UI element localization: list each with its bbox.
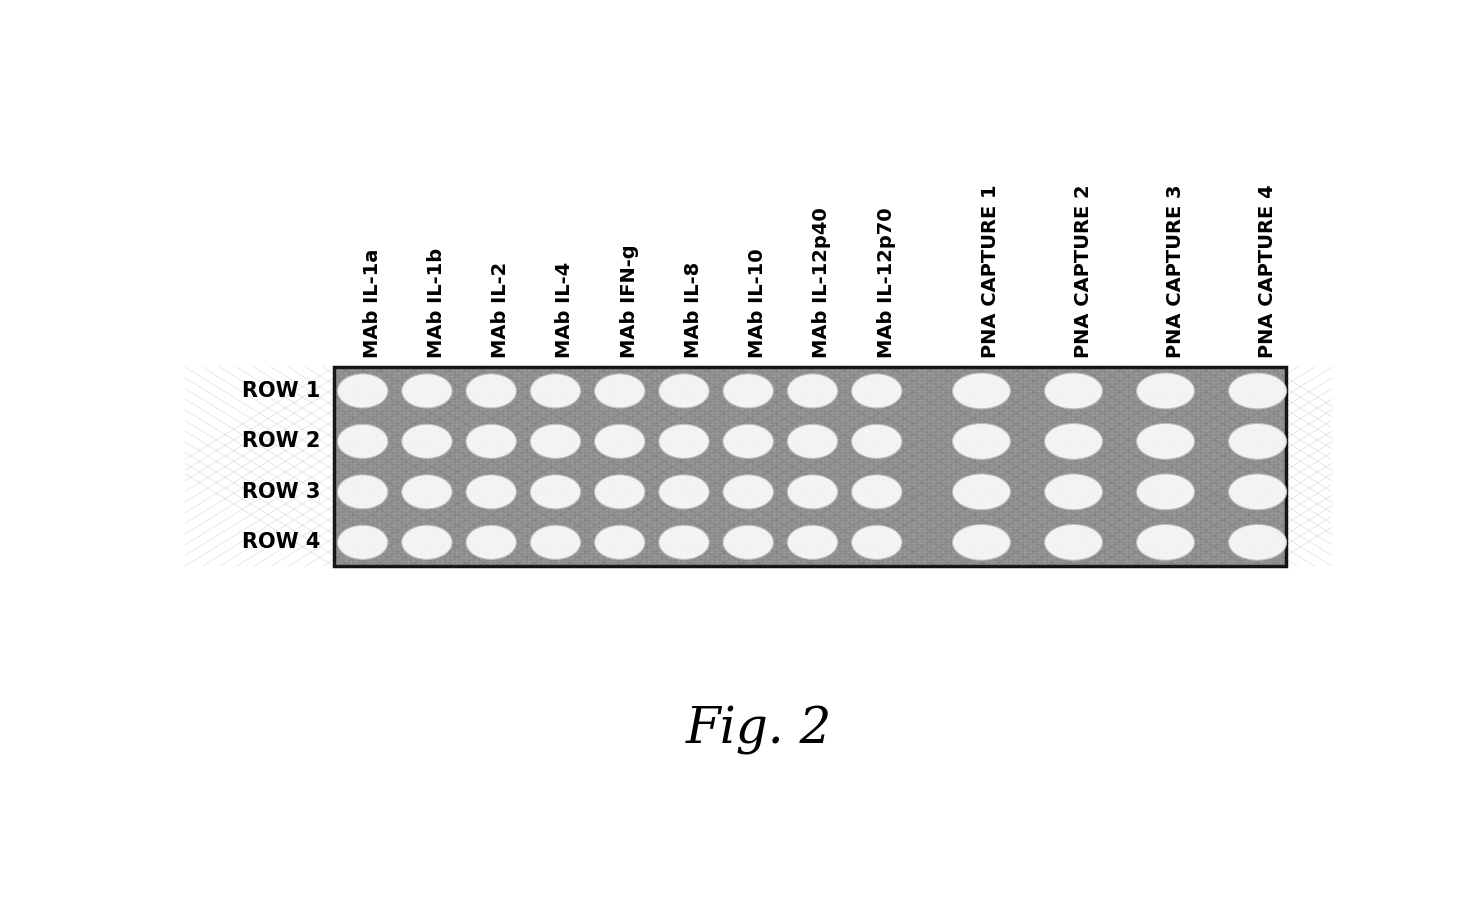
Ellipse shape (595, 374, 645, 408)
Ellipse shape (659, 475, 709, 509)
Ellipse shape (659, 525, 709, 559)
Ellipse shape (401, 374, 453, 408)
Ellipse shape (595, 424, 645, 458)
Ellipse shape (1045, 474, 1103, 510)
Ellipse shape (787, 374, 838, 408)
Ellipse shape (1228, 423, 1286, 459)
Ellipse shape (1045, 525, 1103, 560)
Ellipse shape (1137, 423, 1194, 459)
Ellipse shape (953, 373, 1011, 408)
Text: MAb IL-1b: MAb IL-1b (426, 249, 445, 359)
Ellipse shape (851, 424, 901, 458)
Ellipse shape (787, 475, 838, 509)
Text: Fig. 2: Fig. 2 (685, 705, 832, 755)
Ellipse shape (530, 374, 580, 408)
Ellipse shape (530, 475, 580, 509)
Text: ROW 2: ROW 2 (241, 432, 320, 452)
Ellipse shape (337, 475, 388, 509)
Text: MAb IL-1a: MAb IL-1a (363, 249, 382, 359)
Ellipse shape (401, 525, 453, 559)
Ellipse shape (851, 525, 901, 559)
Ellipse shape (530, 424, 580, 458)
Ellipse shape (953, 525, 1011, 560)
Ellipse shape (659, 424, 709, 458)
Text: PNA CAPTURE 4: PNA CAPTURE 4 (1258, 185, 1277, 359)
Bar (334, 367, 1286, 566)
Ellipse shape (724, 475, 774, 509)
Ellipse shape (466, 475, 517, 509)
Ellipse shape (337, 374, 388, 408)
Ellipse shape (1137, 373, 1194, 408)
Text: MAb IL-10: MAb IL-10 (749, 249, 767, 359)
Ellipse shape (401, 475, 453, 509)
Ellipse shape (1137, 525, 1194, 560)
Text: MAb IL-12p70: MAb IL-12p70 (876, 208, 895, 359)
Ellipse shape (595, 475, 645, 509)
Ellipse shape (466, 374, 517, 408)
Ellipse shape (1228, 373, 1286, 408)
Text: MAb IFN-g: MAb IFN-g (620, 245, 639, 359)
Ellipse shape (724, 424, 774, 458)
Ellipse shape (787, 424, 838, 458)
Ellipse shape (724, 525, 774, 559)
Text: PNA CAPTURE 3: PNA CAPTURE 3 (1166, 185, 1184, 359)
Ellipse shape (1228, 474, 1286, 510)
Text: ROW 4: ROW 4 (241, 532, 320, 553)
Ellipse shape (337, 424, 388, 458)
Ellipse shape (1137, 474, 1194, 510)
Text: MAb IL-12p40: MAb IL-12p40 (813, 208, 832, 359)
Ellipse shape (595, 525, 645, 559)
Ellipse shape (466, 525, 517, 559)
Ellipse shape (851, 475, 901, 509)
Ellipse shape (1045, 373, 1103, 408)
Text: PNA CAPTURE 1: PNA CAPTURE 1 (981, 185, 1000, 359)
Text: MAb IL-2: MAb IL-2 (491, 262, 511, 359)
Ellipse shape (953, 423, 1011, 459)
Ellipse shape (851, 374, 901, 408)
Text: ROW 3: ROW 3 (241, 481, 320, 502)
Text: MAb IL-8: MAb IL-8 (684, 262, 703, 359)
Ellipse shape (724, 374, 774, 408)
Ellipse shape (787, 525, 838, 559)
Ellipse shape (401, 424, 453, 458)
Ellipse shape (953, 474, 1011, 510)
Ellipse shape (1228, 525, 1286, 560)
Text: MAb IL-4: MAb IL-4 (555, 262, 574, 359)
Ellipse shape (337, 525, 388, 559)
Text: PNA CAPTURE 2: PNA CAPTURE 2 (1073, 185, 1092, 359)
Ellipse shape (1045, 423, 1103, 459)
Ellipse shape (659, 374, 709, 408)
Ellipse shape (466, 424, 517, 458)
Text: ROW 1: ROW 1 (241, 381, 320, 401)
Ellipse shape (530, 525, 580, 559)
